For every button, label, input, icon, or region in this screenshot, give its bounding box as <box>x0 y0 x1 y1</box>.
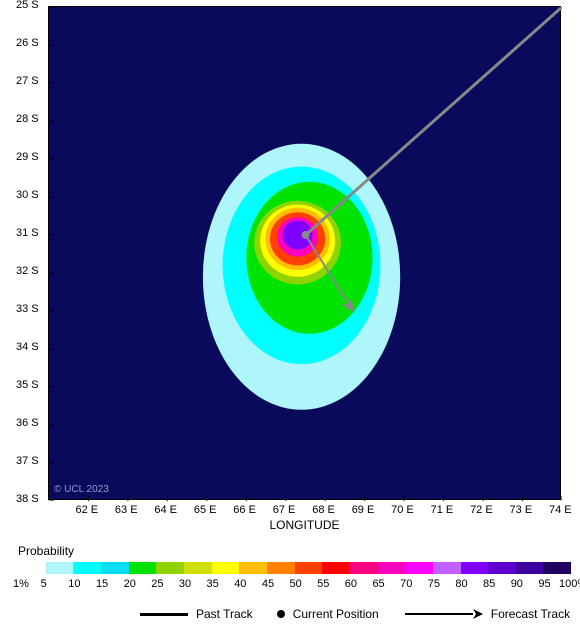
x-tick-label: 69 E <box>352 504 375 516</box>
x-tick-label: 63 E <box>115 504 138 516</box>
colorbar-swatch <box>18 562 46 574</box>
colorbar-swatch <box>543 562 571 574</box>
colorbar-tick-label: 80 <box>455 578 467 590</box>
current-position-dot <box>302 231 310 239</box>
forecast-track-icon <box>403 606 483 622</box>
y-tick-label: 35 S <box>16 379 39 391</box>
colorbar-tick-label: 65 <box>372 578 384 590</box>
colorbar-tick-label: 35 <box>207 578 219 590</box>
plot-area <box>48 6 561 500</box>
colorbar-swatch <box>516 562 544 574</box>
colorbar-tick-label: 75 <box>428 578 440 590</box>
colorbar-tick-label: 90 <box>511 578 523 590</box>
colorbar-title: Probability <box>18 544 74 558</box>
x-tick-label: 74 E <box>549 504 572 516</box>
colorbar-swatch <box>405 562 433 574</box>
y-tick-label: 26 S <box>16 37 39 49</box>
y-tick-label: 38 S <box>16 493 39 505</box>
colorbar-swatch <box>212 562 240 574</box>
colorbar-tick-label: 1% <box>13 578 29 590</box>
colorbar-swatch <box>461 562 489 574</box>
colorbar-swatch <box>267 562 295 574</box>
colorbar-swatch <box>433 562 461 574</box>
legend-current-position: Current Position <box>277 607 379 621</box>
colorbar-tick-label: 10 <box>68 578 80 590</box>
y-tick-label: 29 S <box>16 151 39 163</box>
legend-row: Past Track Current Position Forecast Track <box>140 606 570 622</box>
colorbar-tick-label: 100% <box>559 578 580 590</box>
y-tick-label: 25 S <box>16 0 39 11</box>
colorbar-tick-label: 55 <box>317 578 329 590</box>
legend-current-label: Current Position <box>293 607 379 621</box>
x-tick-label: 73 E <box>510 504 533 516</box>
colorbar-swatch <box>46 562 74 574</box>
copyright-text: © UCL 2023 <box>54 484 109 495</box>
current-position-icon <box>277 610 285 618</box>
colorbar-tick-label: 40 <box>234 578 246 590</box>
past-track-icon <box>140 613 188 616</box>
colorbar-swatch <box>73 562 101 574</box>
colorbar-tick-label: 15 <box>96 578 108 590</box>
colorbar-tick-label: 30 <box>179 578 191 590</box>
colorbar-tick-label: 95 <box>538 578 550 590</box>
colorbar-swatch <box>378 562 406 574</box>
y-tick-label: 32 S <box>16 265 39 277</box>
past-track-line <box>306 7 563 235</box>
colorbar-tick-label: 25 <box>151 578 163 590</box>
x-tick-label: 64 E <box>154 504 177 516</box>
y-tick-label: 28 S <box>16 113 39 125</box>
colorbar-swatch <box>322 562 350 574</box>
x-axis-label: LONGITUDE <box>270 518 340 532</box>
x-tick-label: 66 E <box>233 504 256 516</box>
legend-forecast-track: Forecast Track <box>403 606 570 622</box>
colorbar-tick-label: 20 <box>124 578 136 590</box>
colorbar-tick-label: 70 <box>400 578 412 590</box>
colorbar-swatch <box>101 562 129 574</box>
y-tick-label: 27 S <box>16 75 39 87</box>
colorbar-swatch <box>184 562 212 574</box>
x-tick-label: 70 E <box>391 504 414 516</box>
legend-past-track: Past Track <box>140 607 253 621</box>
y-tick-label: 34 S <box>16 341 39 353</box>
x-tick-label: 71 E <box>431 504 454 516</box>
plot-svg <box>49 7 562 501</box>
colorbar-swatch <box>129 562 157 574</box>
x-tick-label: 72 E <box>470 504 493 516</box>
colorbar-swatch <box>488 562 516 574</box>
x-tick-label: 68 E <box>312 504 335 516</box>
colorbar-tick-label: 5 <box>41 578 47 590</box>
x-tick-label: 62 E <box>75 504 98 516</box>
y-tick-label: 37 S <box>16 455 39 467</box>
y-tick-label: 36 S <box>16 417 39 429</box>
x-tick-label: 65 E <box>194 504 217 516</box>
colorbar-swatch <box>239 562 267 574</box>
y-tick-label: 31 S <box>16 227 39 239</box>
colorbar-swatch <box>156 562 184 574</box>
y-tick-label: 30 S <box>16 189 39 201</box>
colorbar-tick-label: 85 <box>483 578 495 590</box>
colorbar-swatch <box>295 562 323 574</box>
colorbar-tick-label: 50 <box>290 578 302 590</box>
y-tick-label: 33 S <box>16 303 39 315</box>
colorbar-swatch <box>350 562 378 574</box>
legend-past-label: Past Track <box>196 607 253 621</box>
legend-forecast-label: Forecast Track <box>491 607 570 621</box>
colorbar-tick-label: 60 <box>345 578 357 590</box>
x-tick-label: 67 E <box>273 504 296 516</box>
colorbar-tick-label: 45 <box>262 578 274 590</box>
colorbar <box>18 562 571 574</box>
